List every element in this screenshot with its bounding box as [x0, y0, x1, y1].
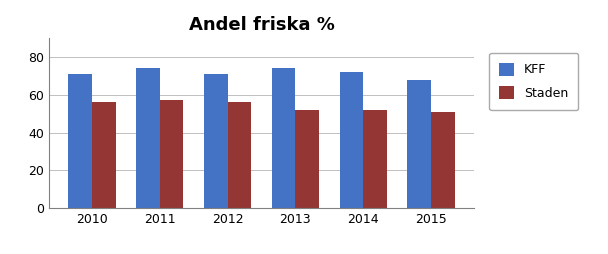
Bar [363, 110, 387, 208]
Title: Andel friska %: Andel friska % [188, 16, 334, 34]
Bar [227, 102, 251, 208]
Bar [272, 68, 295, 208]
Bar [160, 101, 184, 208]
Bar [68, 74, 92, 208]
Bar [204, 74, 227, 208]
Legend: KFF, Staden: KFF, Staden [489, 53, 578, 110]
Bar [136, 68, 160, 208]
Bar [295, 110, 319, 208]
Bar [431, 112, 455, 208]
Bar [407, 80, 431, 208]
Bar [339, 72, 363, 208]
Bar [92, 102, 116, 208]
